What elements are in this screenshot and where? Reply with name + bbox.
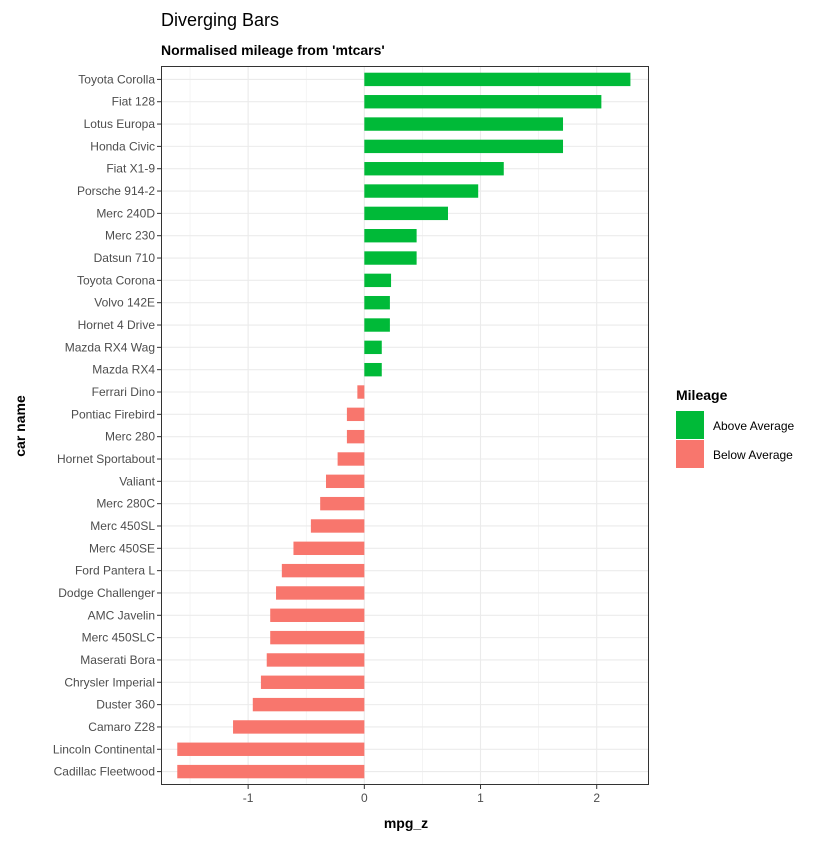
bar-merc-230 [364, 229, 417, 243]
bar-hornet-4-drive [364, 318, 390, 332]
bar-chrysler-imperial [260, 675, 365, 689]
bar-duster-360 [252, 697, 365, 712]
legend-swatch [676, 411, 704, 439]
y-tick-label: Valiant [119, 474, 155, 488]
bar-dodge-challenger [276, 586, 365, 600]
y-tick-label: Merc 450SE [89, 541, 155, 555]
y-tick-label: Merc 280 [105, 430, 155, 444]
bar-mazda-rx4-wag [364, 340, 382, 355]
y-tick-label: Merc 230 [105, 229, 155, 243]
x-axis: -1 0 1 2 [243, 785, 600, 805]
y-tick-label: Toyota Corona [77, 273, 155, 287]
y-tick-label: Maserati Bora [80, 653, 155, 667]
y-tick-label: Cadillac Fleetwood [54, 765, 155, 779]
bar-ferrari-dino [357, 385, 365, 399]
y-tick-label: Honda Civic [90, 139, 155, 153]
bar-volvo-142e [364, 295, 390, 310]
bar-honda-civic [364, 139, 564, 154]
legend: Mileage Above Average Below Average [676, 387, 795, 468]
x-axis-title: mpg_z [384, 815, 428, 831]
bar-merc-280 [346, 429, 365, 444]
y-tick-label: Ford Pantera L [75, 564, 155, 578]
y-tick-label: Hornet 4 Drive [78, 318, 156, 332]
y-tick-label: Volvo 142E [94, 296, 155, 310]
y-tick-label: Mazda RX4 Wag [65, 340, 155, 354]
legend-title: Mileage [676, 387, 728, 403]
x-tick-label: -1 [243, 791, 254, 805]
bar-maserati-bora [266, 653, 365, 667]
chart-title: Diverging Bars [161, 10, 279, 30]
plot-border [161, 66, 649, 785]
y-tick-label: AMC Javelin [88, 608, 155, 622]
bar-merc-450sl [310, 519, 365, 533]
bar-toyota-corona [364, 273, 392, 288]
bar-merc-450se [293, 541, 365, 556]
bars-group [177, 72, 631, 779]
bar-hornet-sportabout [337, 452, 365, 466]
bar-fiat-x1-9 [364, 162, 504, 176]
legend-label: Below Average [713, 448, 793, 462]
y-tick-label: Datsun 710 [94, 251, 156, 265]
bar-merc-280c [320, 496, 365, 511]
y-tick-label: Lotus Europa [84, 117, 156, 131]
y-tick-label: Merc 450SL [90, 519, 155, 533]
y-tick-label: Lincoln Continental [53, 742, 155, 756]
legend-label: Above Average [713, 419, 795, 433]
y-tick-label: Fiat 128 [112, 95, 156, 109]
bar-amc-javelin [270, 608, 365, 622]
bar-ford-pantera-l [281, 563, 365, 578]
y-tick-label: Porsche 914-2 [77, 184, 155, 198]
chart-subtitle: Normalised mileage from 'mtcars' [161, 42, 385, 58]
y-tick-label: Mazda RX4 [92, 363, 155, 377]
bar-lotus-europa [364, 117, 564, 131]
y-axis-title: car name [12, 395, 28, 457]
x-tick-label: 1 [477, 791, 484, 805]
y-tick-label: Duster 360 [96, 698, 155, 712]
x-tick-label: 2 [593, 791, 600, 805]
y-tick-label: Merc 240D [96, 206, 155, 220]
y-tick-label: Dodge Challenger [58, 586, 155, 600]
legend-entries: Above Average Below Average [676, 411, 795, 468]
bar-toyota-corolla [364, 72, 631, 87]
y-tick-label: Toyota Corolla [78, 72, 155, 86]
y-tick-label: Ferrari Dino [92, 385, 156, 399]
bar-lincoln-continental [177, 742, 365, 756]
bar-valiant [325, 474, 365, 489]
bar-camaro-z28 [233, 720, 365, 734]
y-tick-label: Hornet Sportabout [57, 452, 156, 466]
bar-porsche-914-2 [364, 184, 479, 198]
legend-swatch [676, 440, 704, 468]
bar-merc-240d [364, 206, 448, 221]
bar-datsun-710 [364, 251, 417, 265]
bar-fiat-128 [364, 95, 602, 109]
y-axis: Toyota Corolla Fiat 128 Lotus Europa Honda … [53, 72, 161, 779]
bar-mazda-rx4 [364, 362, 382, 377]
bar-pontiac-firebird [346, 407, 365, 422]
y-tick-label: Fiat X1-9 [106, 162, 155, 176]
bar-merc-450slc [270, 630, 365, 645]
y-tick-label: Chrysler Imperial [64, 675, 155, 689]
y-tick-label: Merc 280C [96, 497, 155, 511]
x-tick-label: 0 [361, 791, 368, 805]
bar-cadillac-fleetwood [177, 764, 365, 779]
y-tick-label: Camaro Z28 [88, 720, 155, 734]
y-tick-label: Pontiac Firebird [71, 407, 155, 421]
y-tick-label: Merc 450SLC [82, 631, 156, 645]
